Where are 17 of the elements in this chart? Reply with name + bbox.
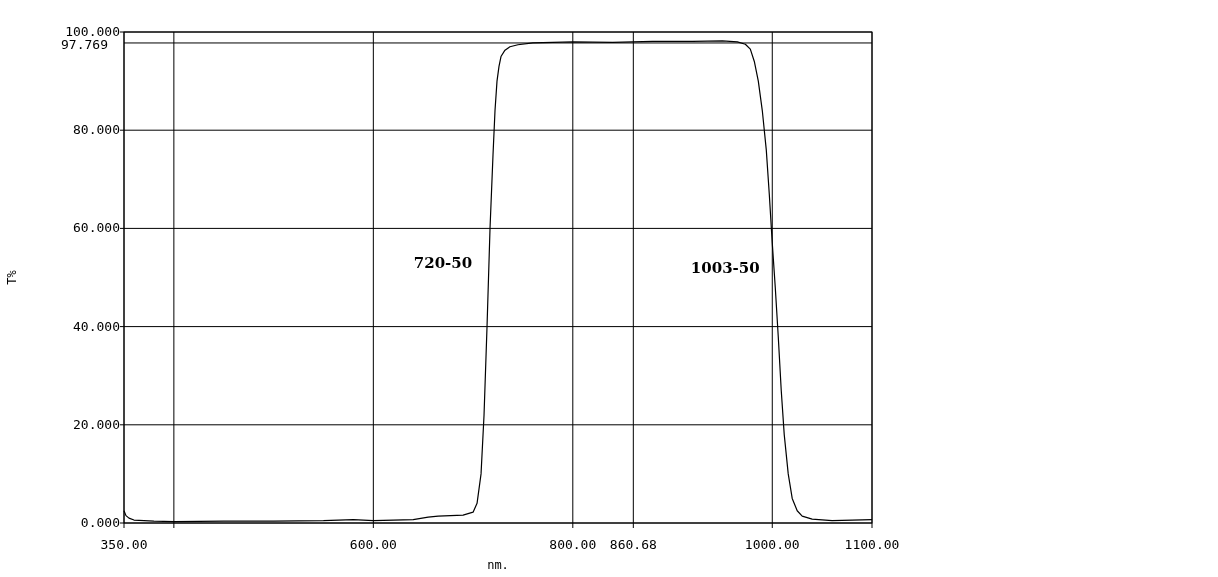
x-tick-label: 1000.00	[744, 537, 800, 552]
annotation: 720-50	[413, 253, 473, 272]
y-axis-title: T%	[5, 269, 19, 285]
x-axis-title: nm.	[487, 558, 509, 572]
y-tick-label: 20.000	[73, 416, 120, 432]
annotation: 1003-50	[690, 258, 760, 277]
x-tick-label: 860.68	[609, 537, 657, 552]
x-tick-label: 800.00	[549, 537, 597, 552]
y-tick-label: 40.000	[73, 318, 120, 334]
ref-line-label: 97.769	[61, 36, 108, 52]
y-tick-label: 100.000	[65, 24, 120, 39]
x-tick-label: 1100.00	[844, 537, 900, 552]
y-tick-label: 60.000	[73, 220, 120, 236]
y-tick-label: 80.000	[73, 122, 120, 138]
x-tick-label: 600.00	[349, 537, 397, 552]
y-tick-label: 0.000	[80, 515, 120, 530]
x-tick-label: 350.00	[100, 537, 148, 552]
